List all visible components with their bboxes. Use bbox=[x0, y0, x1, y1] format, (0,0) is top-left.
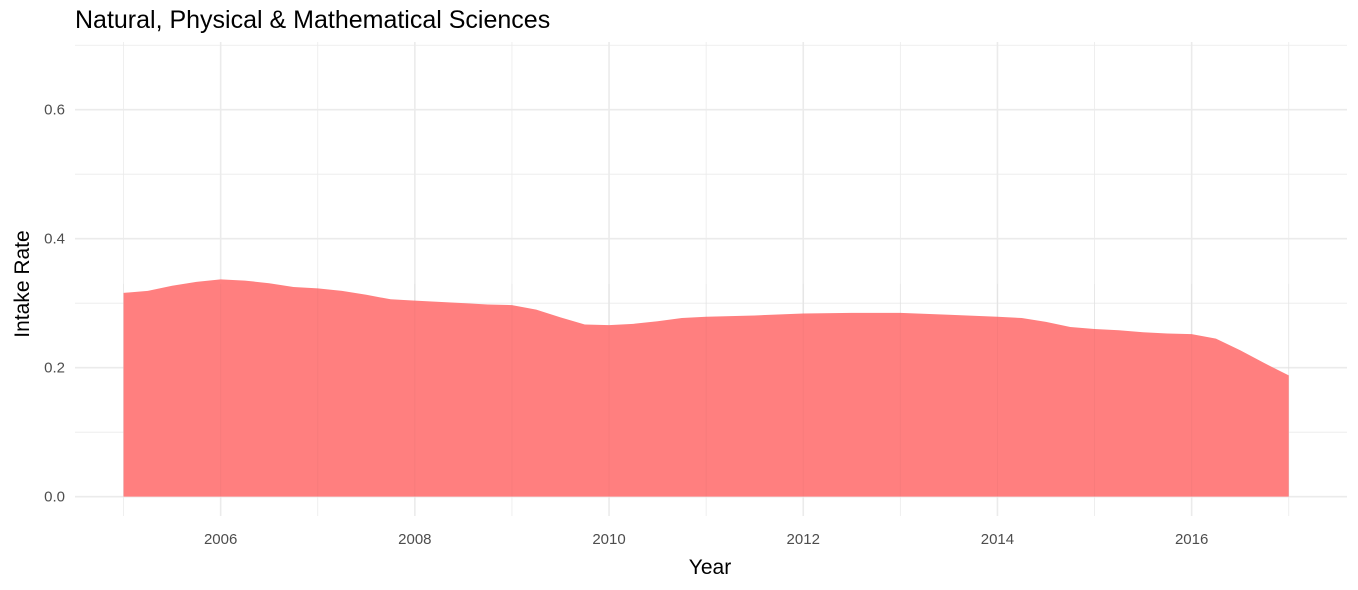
area-series bbox=[123, 279, 1289, 497]
x-tick-label: 2014 bbox=[981, 531, 1014, 548]
x-axis-ticks: 2006 2008 2010 2012 2014 2016 bbox=[204, 531, 1208, 548]
x-axis-title: Year bbox=[689, 556, 731, 579]
area-fill bbox=[123, 279, 1289, 497]
y-tick-label: 0.4 bbox=[44, 231, 65, 248]
x-tick-label: 2008 bbox=[398, 531, 431, 548]
x-tick-label: 2016 bbox=[1175, 531, 1208, 548]
y-tick-label: 0.6 bbox=[44, 102, 65, 119]
x-tick-label: 2012 bbox=[787, 531, 820, 548]
x-tick-label: 2006 bbox=[204, 531, 237, 548]
y-axis-ticks: 0.0 0.2 0.4 0.6 bbox=[44, 102, 65, 506]
x-tick-label: 2010 bbox=[592, 531, 625, 548]
y-tick-label: 0.2 bbox=[44, 360, 65, 377]
y-axis-title: Intake Rate bbox=[11, 230, 34, 337]
y-tick-label: 0.0 bbox=[44, 489, 65, 506]
chart-title: Natural, Physical & Mathematical Science… bbox=[75, 6, 551, 34]
